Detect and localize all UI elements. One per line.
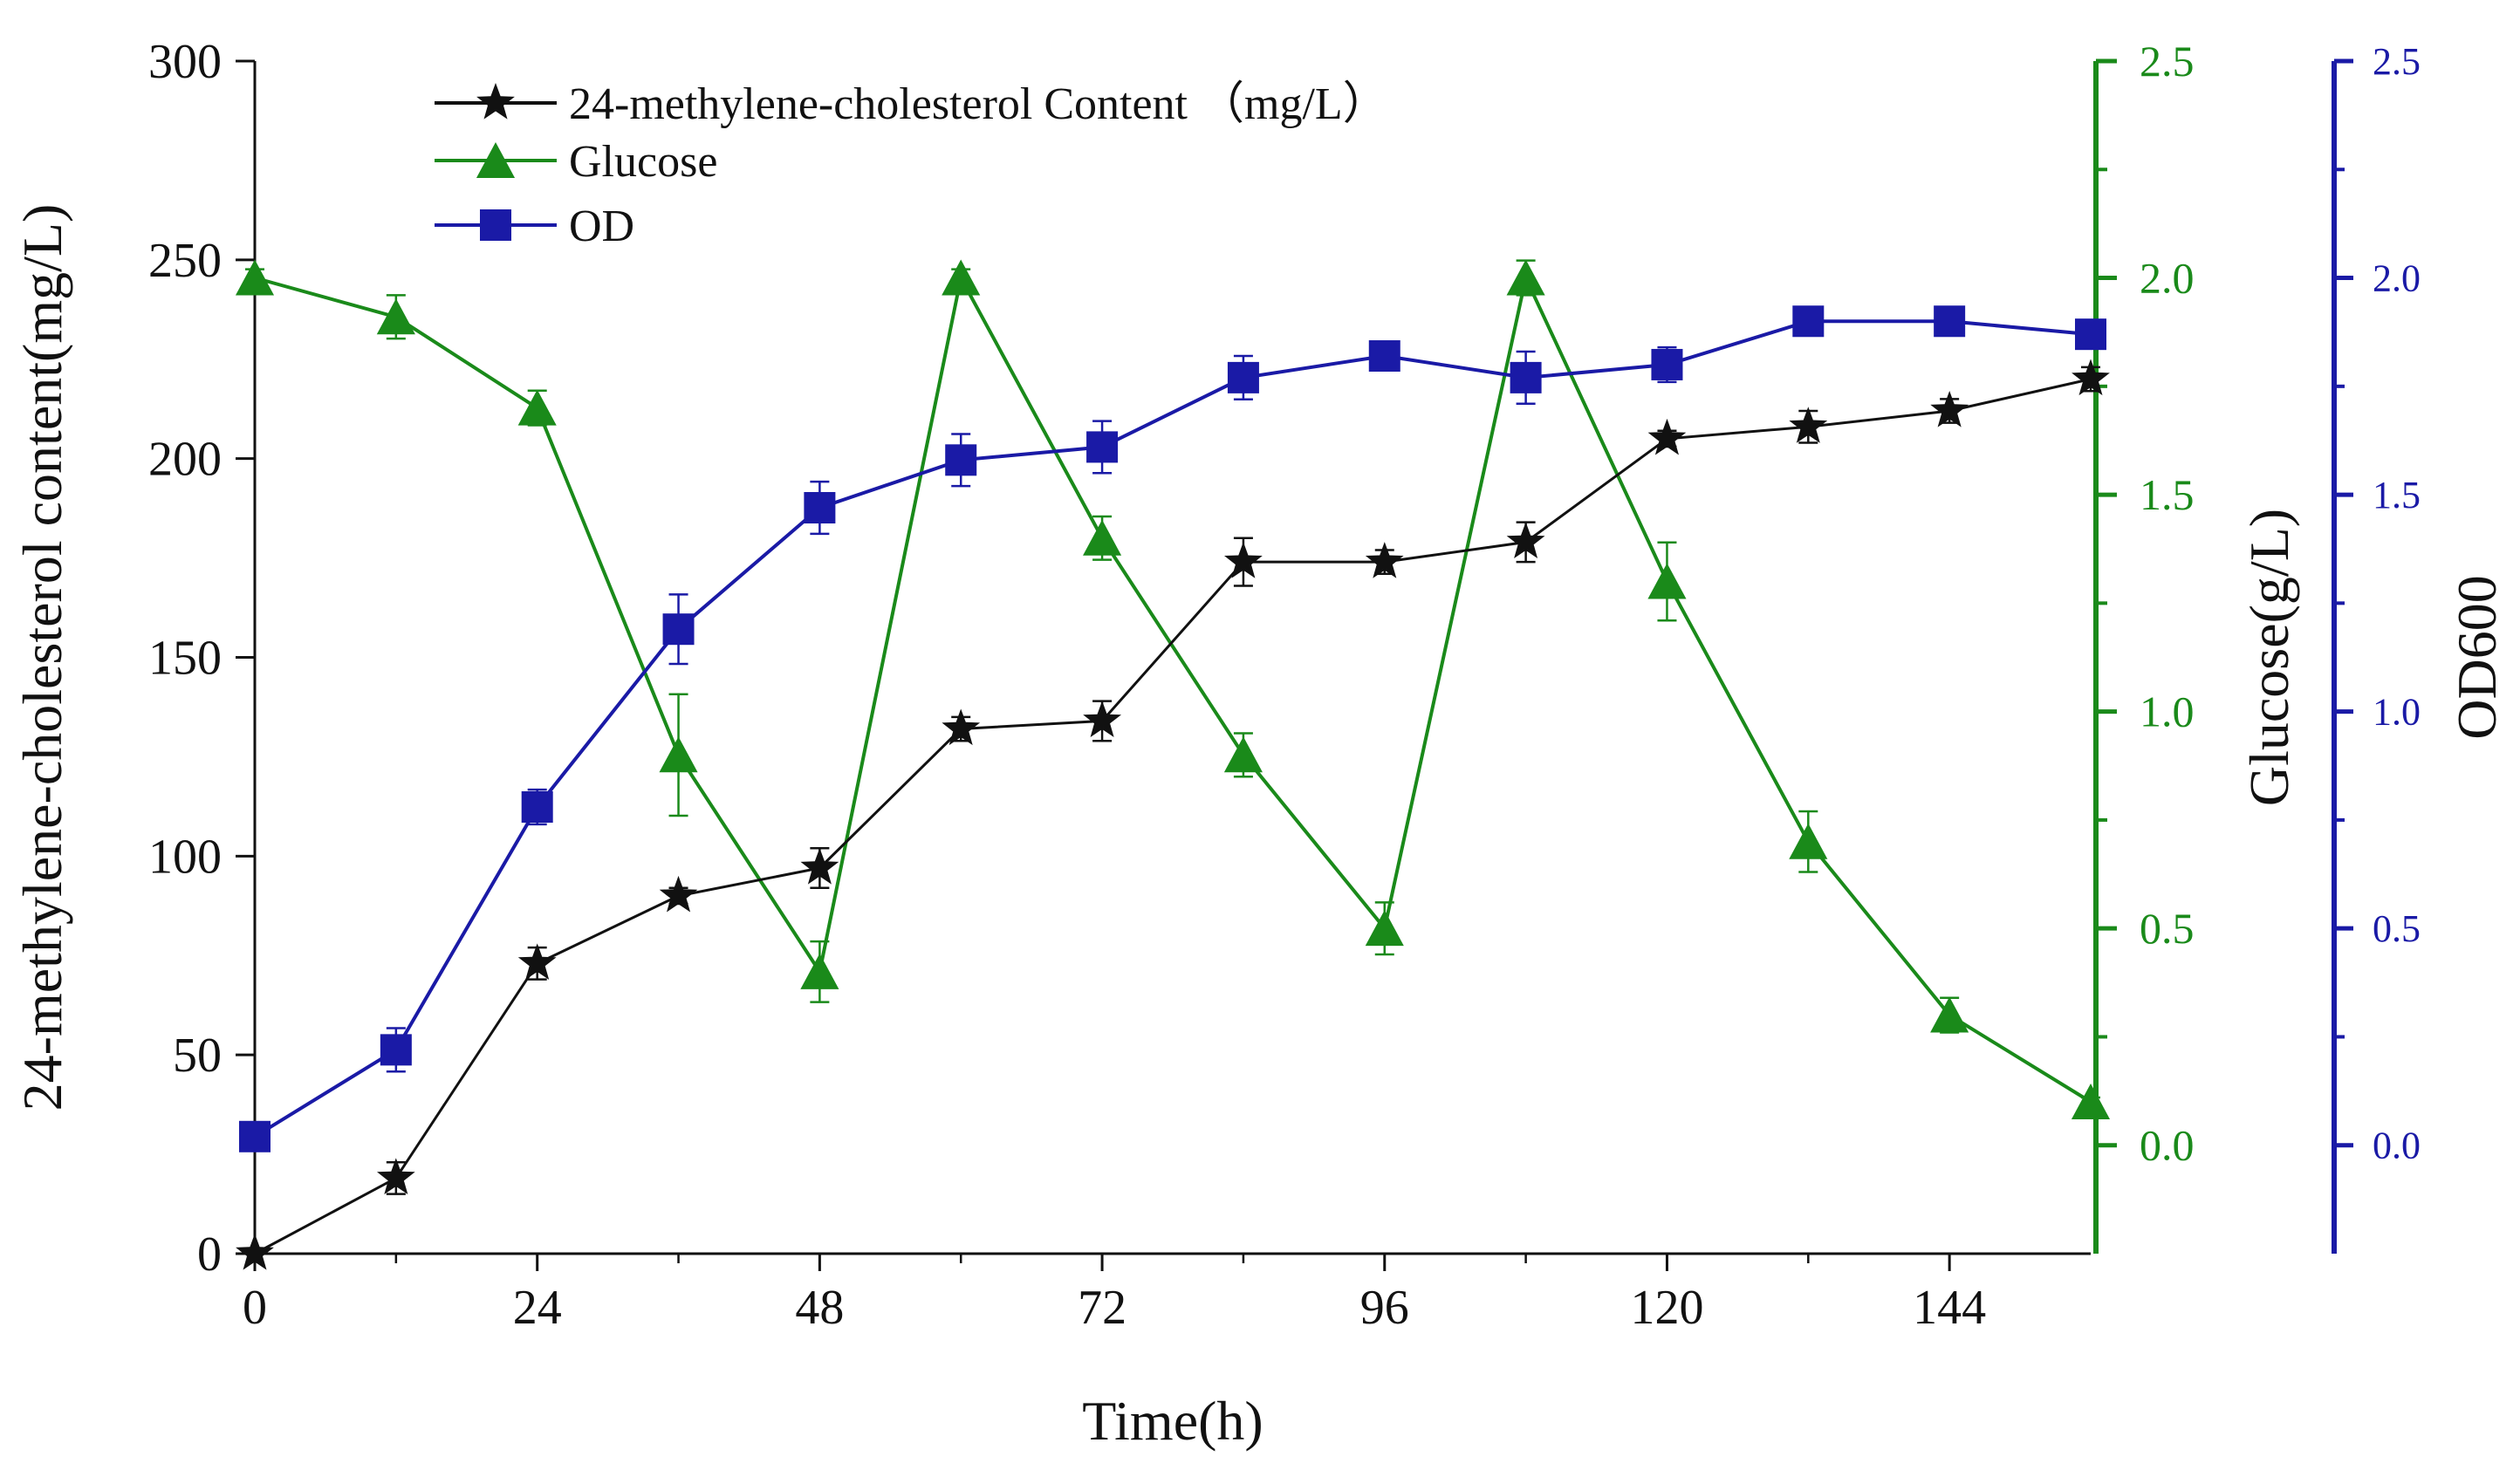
od-point bbox=[1086, 431, 1119, 463]
od-point bbox=[1510, 361, 1542, 393]
od-point bbox=[1651, 348, 1683, 380]
x-tick-label: 0 bbox=[243, 1281, 267, 1335]
x-tick-label: 24 bbox=[513, 1281, 562, 1335]
legend-marker-glucose bbox=[476, 142, 516, 178]
x-axis-title: Time(h) bbox=[1082, 1390, 1263, 1452]
od-point bbox=[239, 1120, 270, 1152]
glucose-y-tick-label: 1.0 bbox=[2140, 687, 2195, 736]
glucose-line bbox=[254, 272, 2092, 1104]
glucose-point bbox=[1365, 910, 1404, 947]
left-y-tick-label: 250 bbox=[148, 234, 222, 288]
glucose-point bbox=[1789, 823, 1828, 859]
glucose-y-tick-label: 2.0 bbox=[2140, 254, 2195, 303]
legend-label-cholesterol: 24-methylene-cholesterol Content （mg/L） bbox=[569, 79, 1388, 129]
glucose-point bbox=[800, 953, 839, 989]
cholesterol-point bbox=[1083, 701, 1121, 737]
od-point bbox=[380, 1034, 412, 1066]
legend-entry-od: OD bbox=[435, 202, 634, 251]
glucose-y-tick-label: 0.0 bbox=[2140, 1121, 2195, 1170]
glucose-y-tick-label: 1.5 bbox=[2140, 470, 2195, 519]
cholesterol-point bbox=[1930, 391, 1969, 427]
od-point bbox=[1368, 340, 1400, 373]
cholesterol-point bbox=[659, 875, 698, 913]
left-y-tick-label: 100 bbox=[148, 830, 222, 884]
glucose-point bbox=[1223, 736, 1263, 773]
od-point bbox=[1792, 305, 1825, 338]
glucose-point bbox=[376, 298, 415, 335]
legend-label-od: OD bbox=[569, 202, 634, 251]
od-point bbox=[2075, 318, 2106, 351]
glucose-point bbox=[1930, 996, 1969, 1033]
left-y-tick-label: 0 bbox=[197, 1227, 222, 1282]
left-y-axis-title: 24-methylene-cholesterol content(mg/L) bbox=[11, 204, 73, 1111]
left-y-tick-label: 300 bbox=[148, 35, 222, 89]
legend-marker-od bbox=[480, 209, 511, 241]
cholesterol-point bbox=[942, 708, 981, 746]
cholesterol-point bbox=[1647, 418, 1687, 455]
cholesterol-point bbox=[1224, 542, 1263, 578]
x-tick-label: 120 bbox=[1630, 1281, 1703, 1335]
cholesterol-point bbox=[800, 848, 839, 885]
cholesterol-point bbox=[1506, 522, 1545, 558]
legend-entry-cholesterol: 24-methylene-cholesterol Content （mg/L） bbox=[435, 79, 1388, 129]
glucose-point bbox=[2071, 1084, 2111, 1119]
cholesterol-point bbox=[517, 943, 557, 980]
od-point bbox=[1934, 305, 1966, 338]
x-tick-label: 48 bbox=[795, 1281, 844, 1335]
od-point bbox=[804, 492, 836, 524]
x-tick-label: 96 bbox=[1360, 1281, 1409, 1335]
left-y-tick-label: 150 bbox=[148, 632, 222, 686]
od-line bbox=[253, 319, 2092, 1139]
legend-marker-cholesterol bbox=[476, 83, 515, 120]
glucose-y-axis-title: Glucose(g/L) bbox=[2238, 509, 2300, 806]
cholesterol-point bbox=[2071, 359, 2110, 396]
cholesterol-series bbox=[236, 359, 2110, 1270]
glucose-y-tick-label: 2.5 bbox=[2140, 37, 2195, 85]
glucose-y-tick-label: 0.5 bbox=[2140, 904, 2195, 953]
left-y-tick-label: 200 bbox=[148, 433, 222, 487]
od-y-axis-title: OD600 bbox=[2446, 575, 2508, 739]
od-point bbox=[662, 613, 695, 646]
od-y-tick-label: 1.0 bbox=[2373, 691, 2421, 734]
cholesterol-line bbox=[254, 378, 2092, 1255]
od-y-tick-label: 0.5 bbox=[2373, 907, 2421, 950]
glucose-point bbox=[1506, 259, 1545, 296]
series-layer bbox=[235, 259, 2111, 1270]
legend-label-glucose: Glucose bbox=[569, 137, 717, 187]
glucose-point bbox=[517, 389, 557, 426]
cholesterol-point bbox=[1789, 407, 1828, 443]
cholesterol-point bbox=[377, 1158, 415, 1194]
od-y-tick-label: 1.5 bbox=[2373, 474, 2421, 516]
chart-legend: 24-methylene-cholesterol Content （mg/L） G… bbox=[435, 79, 1388, 251]
x-tick-label: 144 bbox=[1913, 1281, 1986, 1335]
od-y-tick-label: 2.5 bbox=[2373, 40, 2421, 83]
glucose-point bbox=[659, 736, 698, 773]
left-y-tick-label: 50 bbox=[173, 1029, 222, 1083]
od-series bbox=[239, 305, 2106, 1152]
od-y-tick-label: 2.0 bbox=[2373, 257, 2421, 300]
od-point bbox=[945, 444, 977, 476]
glucose-series bbox=[235, 259, 2111, 1119]
glucose-point bbox=[942, 259, 981, 296]
od-point bbox=[1227, 361, 1259, 393]
x-tick-label: 72 bbox=[1078, 1281, 1126, 1335]
od-point bbox=[521, 790, 553, 823]
axes-layer: 0 50 100 150 200 250 300 24-methylene-cholester… bbox=[11, 35, 2508, 1452]
legend-entry-glucose: Glucose bbox=[435, 137, 717, 187]
glucose-point bbox=[1083, 519, 1122, 556]
od-y-tick-label: 0.0 bbox=[2373, 1125, 2421, 1167]
glucose-point bbox=[1647, 563, 1687, 599]
cholesterol-point bbox=[236, 1234, 274, 1270]
glucose-point bbox=[235, 259, 275, 296]
cholesterol-point bbox=[1365, 542, 1404, 578]
